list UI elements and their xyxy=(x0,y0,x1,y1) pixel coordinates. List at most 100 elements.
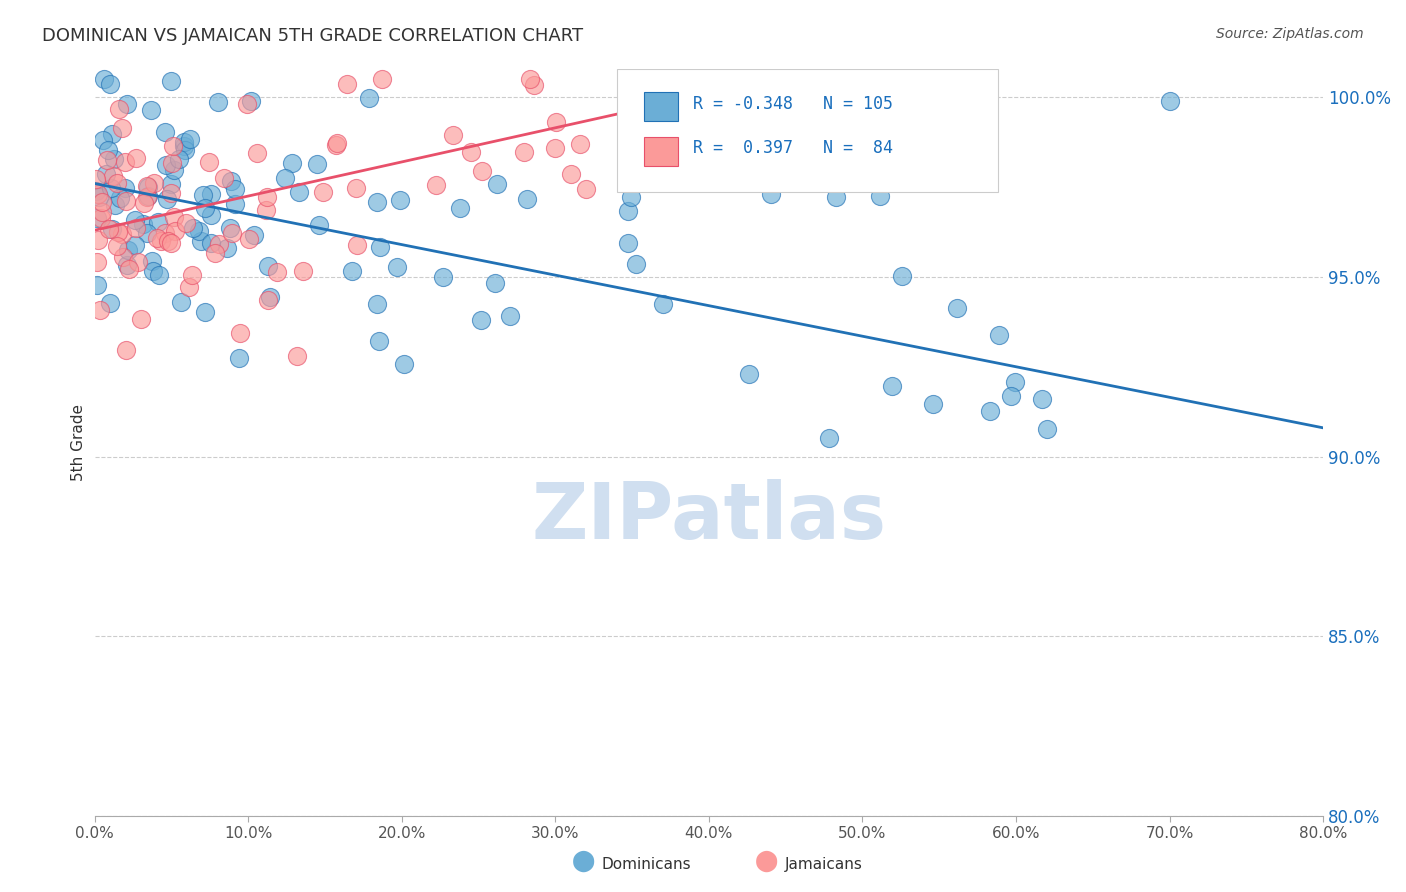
Point xyxy=(366,297,388,311)
Point xyxy=(1000,389,1022,403)
FancyBboxPatch shape xyxy=(617,69,998,192)
Point xyxy=(105,238,128,252)
Point xyxy=(136,189,159,203)
Point xyxy=(1004,376,1026,390)
Point xyxy=(214,170,236,185)
Point xyxy=(148,268,170,283)
Point xyxy=(127,255,149,269)
Point xyxy=(979,403,1001,417)
Point xyxy=(173,143,195,157)
Point xyxy=(312,185,335,199)
Point xyxy=(111,250,134,264)
Point xyxy=(90,204,112,219)
Point xyxy=(115,343,138,357)
Point xyxy=(238,232,260,246)
Point xyxy=(1031,392,1053,406)
Point xyxy=(98,296,121,310)
Point xyxy=(256,293,278,307)
Point xyxy=(638,92,661,106)
Point xyxy=(215,241,238,255)
Point xyxy=(246,146,269,161)
Bar xyxy=(644,93,678,120)
Point xyxy=(91,195,114,210)
Bar xyxy=(644,137,678,166)
Point xyxy=(921,397,943,411)
Point xyxy=(115,194,138,209)
Point xyxy=(449,201,471,215)
Point xyxy=(228,351,250,365)
Text: ZIPatlas: ZIPatlas xyxy=(531,479,886,555)
Point xyxy=(94,167,117,181)
Point xyxy=(100,78,122,92)
Point xyxy=(219,221,242,235)
Point xyxy=(880,379,903,393)
Text: DOMINICAN VS JAMAICAN 5TH GRADE CORRELATION CHART: DOMINICAN VS JAMAICAN 5TH GRADE CORRELAT… xyxy=(42,27,583,45)
Point xyxy=(340,264,363,278)
Point xyxy=(155,158,177,172)
Point xyxy=(165,224,187,238)
Point xyxy=(188,224,211,238)
Point xyxy=(368,334,391,349)
Point xyxy=(117,243,139,257)
Point xyxy=(115,97,138,112)
Point xyxy=(308,218,330,232)
Point xyxy=(124,238,146,252)
Point xyxy=(236,97,259,112)
Point xyxy=(93,72,115,87)
Point xyxy=(86,211,108,226)
Point xyxy=(146,215,169,229)
Point xyxy=(239,94,262,108)
Point xyxy=(115,258,138,272)
Point xyxy=(190,234,212,248)
Point xyxy=(617,236,640,251)
Point xyxy=(91,133,114,147)
Point xyxy=(624,256,647,270)
Point xyxy=(224,181,246,195)
Point xyxy=(160,73,183,87)
Point xyxy=(124,213,146,227)
Point xyxy=(460,145,482,159)
Point xyxy=(84,171,107,186)
Point xyxy=(105,176,128,190)
Point xyxy=(136,190,159,204)
Text: R = -0.348   N = 105: R = -0.348 N = 105 xyxy=(693,95,893,112)
Point xyxy=(221,226,243,240)
Point xyxy=(292,264,315,278)
Point xyxy=(366,194,388,209)
Point xyxy=(281,155,304,169)
Point xyxy=(87,233,110,247)
Point xyxy=(170,295,193,310)
Point xyxy=(160,235,183,250)
Point xyxy=(385,260,408,275)
Point xyxy=(132,195,155,210)
Point xyxy=(169,153,191,167)
Text: ⬤: ⬤ xyxy=(755,851,778,872)
Point xyxy=(104,198,127,212)
Point xyxy=(208,237,231,252)
Point xyxy=(194,305,217,319)
Text: Jamaicans: Jamaicans xyxy=(785,857,862,872)
Point xyxy=(142,263,165,277)
Point xyxy=(274,171,297,186)
Point xyxy=(100,127,122,141)
Point xyxy=(344,181,367,195)
Point xyxy=(484,276,506,290)
Y-axis label: 5th Grade: 5th Grade xyxy=(72,404,86,481)
Point xyxy=(84,184,107,198)
Point xyxy=(325,137,347,152)
Point xyxy=(568,136,591,151)
Point xyxy=(432,269,454,284)
Point xyxy=(728,72,751,87)
Point xyxy=(173,139,195,153)
Point xyxy=(200,208,222,222)
Point xyxy=(392,357,415,371)
Point xyxy=(103,169,125,183)
Point xyxy=(441,128,464,142)
Text: ⬤: ⬤ xyxy=(572,851,595,872)
Point xyxy=(107,225,129,239)
Point xyxy=(633,72,655,87)
Point xyxy=(818,431,841,445)
Point xyxy=(174,216,197,230)
Point xyxy=(111,227,134,241)
Point xyxy=(890,269,912,284)
